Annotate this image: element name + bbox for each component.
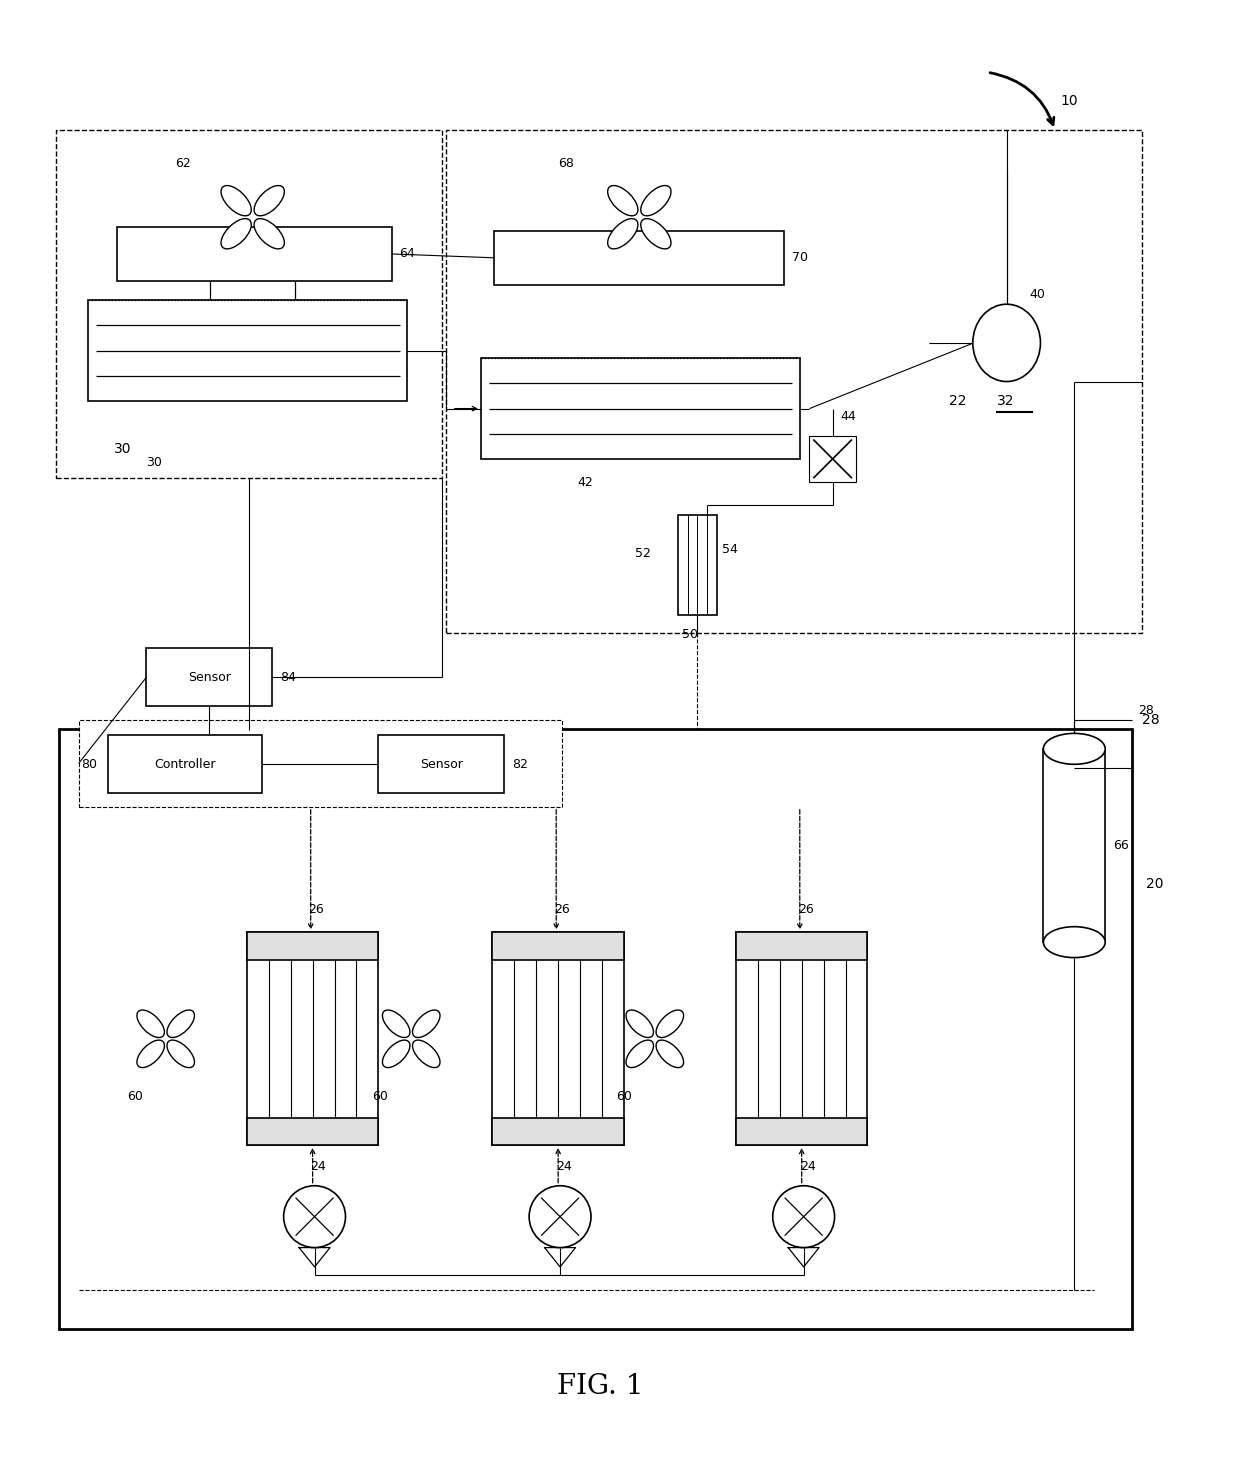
Ellipse shape	[413, 1010, 440, 1037]
Text: 22: 22	[949, 394, 966, 409]
Text: 26: 26	[309, 903, 325, 916]
Ellipse shape	[254, 185, 284, 216]
Bar	[481, 359, 800, 460]
Text: 50: 50	[682, 629, 698, 642]
Bar	[446, 130, 1142, 633]
Bar	[378, 735, 503, 794]
Ellipse shape	[413, 1040, 440, 1068]
Bar	[678, 515, 717, 616]
Bar	[88, 301, 408, 401]
Ellipse shape	[167, 1010, 195, 1037]
Text: 66: 66	[1114, 839, 1128, 852]
Bar	[492, 1118, 624, 1145]
Ellipse shape	[656, 1040, 683, 1068]
Bar	[247, 932, 378, 1145]
Ellipse shape	[254, 219, 284, 249]
Bar	[492, 932, 624, 1145]
Text: 24: 24	[310, 1160, 326, 1173]
Text: 10: 10	[1060, 95, 1079, 108]
Text: 80: 80	[81, 757, 97, 770]
Text: FIG. 1: FIG. 1	[558, 1373, 644, 1401]
Bar	[1043, 748, 1105, 943]
Ellipse shape	[626, 1040, 653, 1068]
Ellipse shape	[1043, 926, 1105, 957]
Bar	[737, 932, 868, 1145]
Ellipse shape	[641, 219, 671, 249]
Ellipse shape	[608, 185, 637, 216]
Text: 64: 64	[399, 248, 415, 261]
Text: Sensor: Sensor	[420, 757, 463, 770]
Ellipse shape	[529, 1186, 591, 1247]
Text: 40: 40	[1030, 287, 1045, 301]
Bar	[60, 730, 1132, 1329]
Text: 68: 68	[558, 156, 574, 169]
Bar	[78, 719, 562, 807]
Text: 28: 28	[1142, 713, 1159, 727]
Ellipse shape	[656, 1010, 683, 1037]
Bar	[118, 228, 392, 282]
Text: 24: 24	[556, 1160, 572, 1173]
Bar	[146, 648, 272, 706]
Ellipse shape	[284, 1186, 346, 1247]
Ellipse shape	[221, 219, 252, 249]
Text: 28: 28	[1138, 703, 1154, 716]
Text: 84: 84	[280, 671, 295, 684]
Text: 54: 54	[723, 543, 738, 556]
Ellipse shape	[641, 185, 671, 216]
Text: 62: 62	[175, 156, 191, 169]
Text: 42: 42	[578, 476, 593, 489]
Text: 26: 26	[797, 903, 813, 916]
Ellipse shape	[382, 1010, 410, 1037]
Bar	[108, 735, 263, 794]
Text: 60: 60	[126, 1090, 143, 1103]
Bar	[247, 1118, 378, 1145]
Text: 70: 70	[792, 251, 808, 264]
Text: 30: 30	[114, 442, 131, 457]
Ellipse shape	[136, 1040, 165, 1068]
Ellipse shape	[167, 1040, 195, 1068]
Bar	[495, 231, 785, 285]
Ellipse shape	[382, 1040, 410, 1068]
Bar	[56, 130, 443, 479]
Text: 24: 24	[800, 1160, 816, 1173]
Text: 60: 60	[616, 1090, 632, 1103]
Ellipse shape	[773, 1186, 835, 1247]
Text: Controller: Controller	[154, 757, 216, 770]
Bar	[810, 436, 856, 481]
Ellipse shape	[1043, 734, 1105, 765]
Text: 52: 52	[635, 547, 651, 560]
Ellipse shape	[973, 305, 1040, 382]
Bar	[737, 1118, 868, 1145]
Text: 20: 20	[1146, 877, 1163, 891]
Text: 26: 26	[554, 903, 570, 916]
Bar	[247, 932, 378, 960]
Text: 32: 32	[997, 394, 1014, 409]
Text: Sensor: Sensor	[187, 671, 231, 684]
Ellipse shape	[608, 219, 637, 249]
Text: 44: 44	[841, 410, 856, 423]
Ellipse shape	[221, 185, 252, 216]
Text: 30: 30	[146, 457, 162, 470]
Ellipse shape	[136, 1010, 165, 1037]
Text: 82: 82	[512, 757, 527, 770]
Ellipse shape	[626, 1010, 653, 1037]
Text: 60: 60	[372, 1090, 388, 1103]
Bar	[737, 932, 868, 960]
Bar	[492, 932, 624, 960]
